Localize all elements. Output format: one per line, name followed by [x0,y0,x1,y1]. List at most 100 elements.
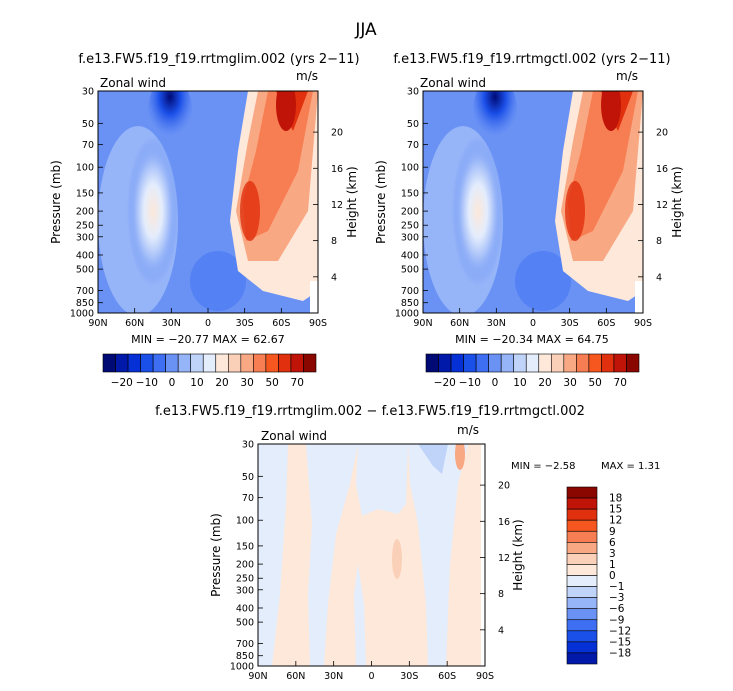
y2-tick-label: 12 [498,553,510,564]
colorbar-label: 10 [190,377,203,389]
y2-tick-label: 20 [498,481,510,492]
panel-1-stats: MIN = −20.77 MAX = 62.67 [131,333,285,346]
panel-1-tick-group: 90N 60N 30N 0 30S 60S 90S 30 50 70 100 150 200 250300… [70,87,343,330]
x-tick-label: 0 [530,318,536,329]
colorbar-box [566,542,598,554]
y-tick-label: 300 [236,585,254,596]
colorbar-box [525,353,540,373]
panel-1-units: m/s [296,69,318,83]
x-tick-label: 30S [236,318,254,329]
panel-3-stats-max: MAX = 1.31 [601,461,660,472]
colorbar-label: −18 [609,647,631,659]
colorbar-label: 10 [513,377,526,389]
colorbar-label: −9 [609,614,624,626]
colorbar-box [566,652,598,665]
y-tick-label: 100 [236,516,254,527]
colorbar-label: 30 [240,377,253,389]
colorbar-box [538,353,552,373]
panel-1-y2label: Height (km) [345,166,359,237]
x-tick-label: 30N [487,318,506,329]
y-tick-label: 50 [242,472,254,483]
colorbar-box [115,353,129,373]
panel-1-variable: Zonal wind [100,76,166,90]
colorbar-label: −15 [609,636,631,648]
panel-2 [422,90,644,314]
y-tick-label: 700 [76,286,94,297]
colorbar-box [227,353,242,373]
panel-2-title: f.e13.FW5.f19_f19.rrtmgctl.002 (yrs 2−11… [393,52,670,67]
colorbar-box [576,353,590,373]
y-tick-label: 70 [242,493,254,504]
panel-2-y2label: Height (km) [670,166,684,237]
colorbar-box [253,353,267,373]
colorbar-box [202,353,217,373]
colorbar-box [566,497,598,510]
y-tick-label: 70 [407,140,419,151]
x-tick-label: 90N [88,318,107,329]
colorbar-label: −3 [609,592,624,604]
panel-3-y2label: Height (km) [511,519,525,590]
y-tick-label: 1000 [230,662,254,673]
panel-2-field [423,91,643,313]
colorbar-box [588,353,602,373]
y2-tick-label: 16 [498,517,510,528]
colorbar-box [152,353,166,373]
y2-tick-label: 16 [656,164,668,175]
y2-tick-label: 20 [656,128,668,139]
y-tick-label: 700 [236,639,254,650]
colorbar-label: 20 [538,377,551,389]
x-tick-label: 90S [634,318,652,329]
colorbar-box [566,597,598,609]
y2-tick-label: 4 [656,272,662,283]
colorbar-label: 0 [492,377,499,389]
x-tick-label: 0 [205,318,211,329]
x-tick-label: 30S [561,318,579,329]
colorbar-box [566,641,598,654]
x-tick-label: 60N [450,318,469,329]
colorbar-label: 50 [588,377,601,389]
colorbar-label: 20 [215,377,228,389]
colorbar-label: 0 [169,377,176,389]
y-tick-label: 700 [401,286,419,297]
x-tick-label: 90N [248,671,267,682]
y2-tick-label: 20 [331,128,343,139]
panel-3-ylabel: Pressure (mb) [209,513,223,597]
y-tick-label: 400 [236,603,254,614]
colorbar-box [566,608,598,621]
y-tick-label: 250 [401,221,419,232]
y2-tick-label: 8 [331,236,337,247]
y-tick-label: 500 [236,618,254,629]
page-title: JJA [354,20,377,40]
y-tick-label: 300 [401,232,419,243]
y-tick-label: 150 [236,541,254,552]
colorbar-label: 15 [609,504,622,516]
y-tick-label: 150 [401,188,419,199]
colorbar-label: −12 [609,625,631,637]
colorbar-box [513,353,527,373]
y2-tick-label: 4 [331,272,337,283]
y-tick-label: 30 [82,87,94,98]
y-tick-label: 50 [407,119,419,130]
colorbar-box [450,353,464,373]
colorbar-box [566,508,598,521]
colorbar-box [140,353,154,373]
colorbar-label: 9 [609,526,616,538]
colorbar-box [601,353,615,373]
panel-1-ylabel: Pressure (mb) [49,160,63,244]
colorbar-box [438,353,452,373]
colorbar-label: −1 [609,581,624,593]
colorbar-box [566,630,598,643]
x-tick-label: 60S [272,318,290,329]
panel-3-title: f.e13.FW5.f19_f19.rrtmglim.002 − f.e13.F… [155,404,585,419]
y-tick-label: 200 [76,207,94,218]
colorbar-box [290,353,304,373]
x-tick-label: 30N [324,671,343,682]
colorbar-box [566,486,598,499]
colorbar-label: −6 [609,603,625,615]
panel-2-tick-group: 90N 60N 30N 0 30S 60S 90S 30 50 70 100 150 200 250300… [395,87,668,330]
x-tick-label: 90N [413,318,432,329]
x-tick-label: 60S [438,671,456,682]
colorbar-label: 1 [609,559,616,571]
y2-tick-label: 4 [498,625,504,636]
y-tick-label: 70 [82,140,94,151]
